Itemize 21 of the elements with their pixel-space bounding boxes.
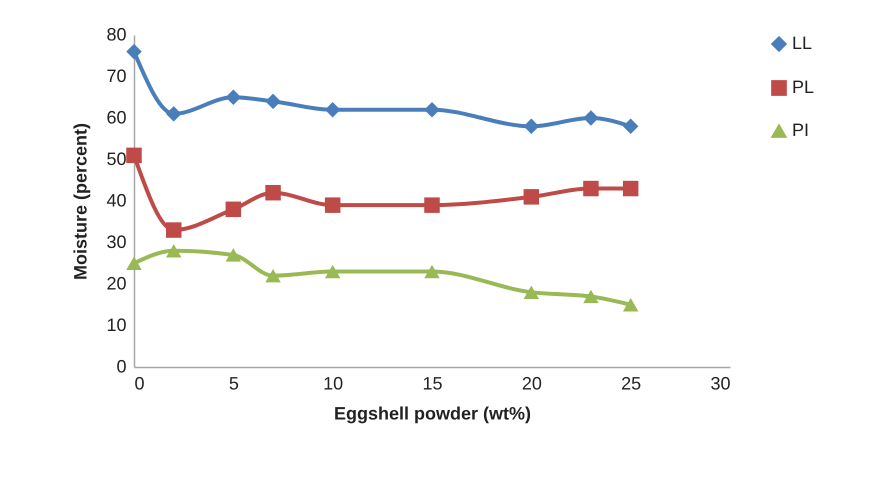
x-tick-label: 10 bbox=[323, 374, 344, 394]
y-tick-label: 30 bbox=[106, 232, 126, 252]
x-tick-label: 25 bbox=[621, 374, 642, 394]
x-tick-label: 30 bbox=[710, 374, 730, 394]
x-tick-label: 20 bbox=[522, 374, 542, 394]
x-tick-label: 5 bbox=[228, 374, 239, 394]
y-tick-label: 70 bbox=[106, 66, 126, 86]
y-tick-label: 10 bbox=[106, 315, 126, 335]
legend-label: PL bbox=[792, 77, 814, 97]
y-tick-label: 80 bbox=[106, 24, 126, 44]
y-tick-label: 40 bbox=[106, 190, 126, 210]
y-tick-label: 0 bbox=[116, 356, 126, 376]
legend-label: LL bbox=[792, 33, 812, 53]
y-tick-label: 50 bbox=[106, 149, 126, 169]
y-tick-label: 60 bbox=[106, 108, 126, 128]
x-tick-label: 15 bbox=[422, 374, 443, 394]
y-axis-title: Moisture (percent) bbox=[70, 122, 90, 280]
y-tick-label: 20 bbox=[106, 274, 126, 294]
legend-label: PI bbox=[792, 120, 810, 140]
x-tick-label: 0 bbox=[134, 374, 145, 394]
x-axis-title: Eggshell powder (wt%) bbox=[334, 404, 532, 424]
